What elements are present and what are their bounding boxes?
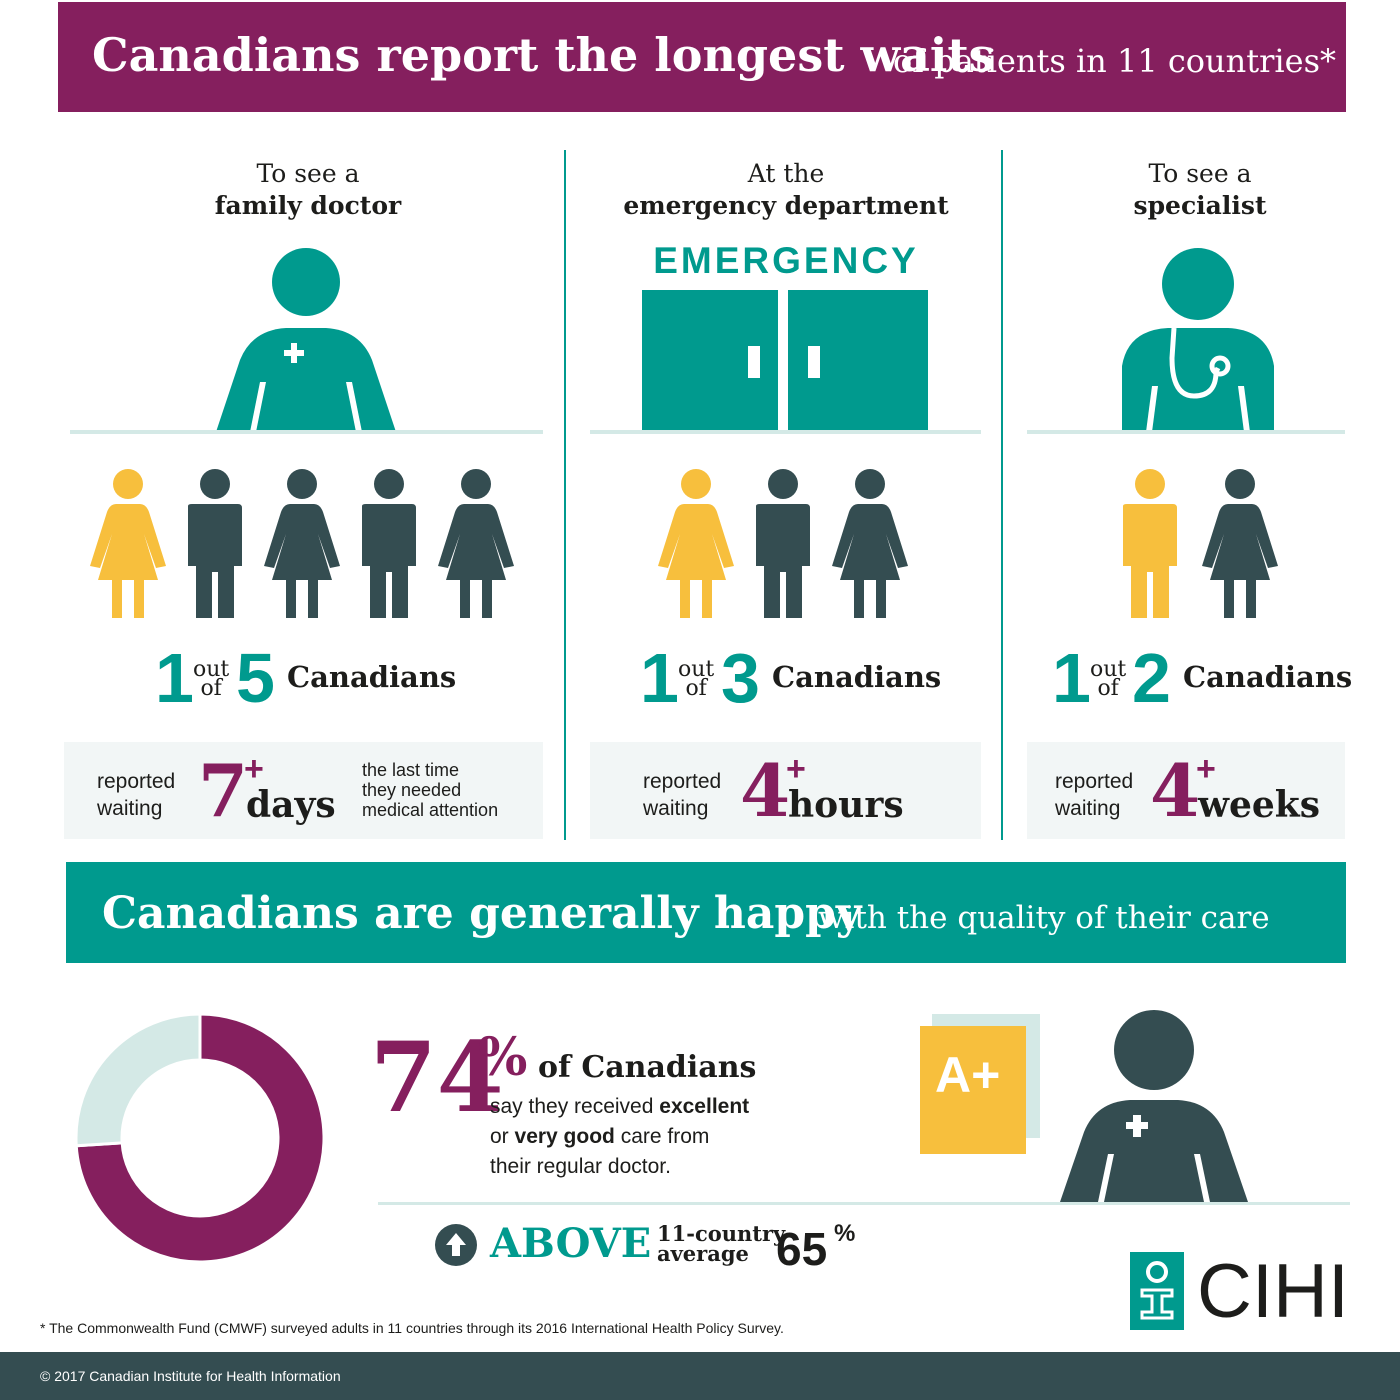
ratio-label: Canadians <box>1183 660 1353 694</box>
header-title: Canadians report the longest waits <box>92 28 995 82</box>
footer-bar <box>0 1352 1400 1400</box>
donut-slice-1 <box>75 1013 202 1148</box>
header-subtitle: of patients in 11 countries* <box>893 42 1336 80</box>
separator-line <box>378 1202 1350 1205</box>
satisfaction-donut-chart <box>75 1013 325 1263</box>
wait-value: 7 <box>198 748 249 833</box>
wait-value: 4 <box>740 748 791 833</box>
separator-line <box>70 430 543 434</box>
ratio-numerator: 1 <box>155 639 194 717</box>
wait-box-specialist <box>1027 742 1345 839</box>
woman-icon <box>656 468 736 618</box>
separator-line <box>1027 430 1345 434</box>
doctor-icon <box>1060 1010 1248 1202</box>
wait-box-emergency <box>590 742 981 839</box>
wait-value: 4 <box>1150 748 1201 833</box>
specialist-icon <box>1122 248 1274 432</box>
satisfaction-percent: 74 <box>370 1021 504 1134</box>
copyright: © 2017 Canadian Institute for Health Inf… <box>40 1368 341 1384</box>
wait-unit: weeks <box>1198 784 1321 826</box>
wait-plus: + <box>244 750 264 788</box>
ratio-numerator: 1 <box>640 639 679 717</box>
column-divider-1 <box>564 150 566 840</box>
woman-icon <box>262 468 342 618</box>
wait-reported-label: reported waiting <box>643 770 722 820</box>
satisfaction-label: of Canadians <box>538 1050 757 1085</box>
wait-note: the last time they needed medical attentio… <box>362 760 499 820</box>
emergency-sign: EMERGENCY <box>653 240 919 281</box>
woman-icon <box>830 468 910 618</box>
cihi-wordmark: CIHI <box>1197 1249 1349 1334</box>
donut-slice-0 <box>75 1013 325 1263</box>
average-value: 65 <box>776 1223 828 1275</box>
header-banner <box>58 2 1346 112</box>
woman-icon <box>1200 468 1280 618</box>
separator-line <box>590 430 981 434</box>
ratio-out-of: out of <box>678 657 715 701</box>
ratio-numerator: 1 <box>1052 639 1091 717</box>
woman-icon <box>436 468 516 618</box>
grade-text: A+ <box>935 1047 1001 1103</box>
man-icon <box>354 468 424 618</box>
man-icon <box>1115 468 1185 618</box>
column-divider-2 <box>1001 150 1003 840</box>
ratio-out-of: out of <box>1090 657 1127 701</box>
woman-icon <box>88 468 168 618</box>
ratio-denominator: 3 <box>721 639 760 717</box>
man-icon <box>748 468 818 618</box>
emergency-doors-icon <box>642 290 928 432</box>
wait-reported-label: reported waiting <box>97 770 176 820</box>
wait-box-family-doctor <box>64 742 543 839</box>
ratio-denominator: 5 <box>236 639 275 717</box>
arrow-up-icon <box>435 1224 477 1266</box>
column-title-family-doctor: To see a family doctor <box>214 159 402 220</box>
section-title: Canadians are generally happy <box>102 888 862 939</box>
ratio-label: Canadians <box>772 660 942 694</box>
wait-plus: + <box>786 750 806 788</box>
average-label: 11-country average <box>657 1221 786 1266</box>
satisfaction-description: say they received excellent or very good… <box>490 1095 750 1178</box>
section-banner <box>66 862 1346 963</box>
wait-unit: days <box>246 784 336 826</box>
column-title-emergency: At the emergency department <box>623 159 949 220</box>
above-label: ABOVE <box>490 1220 652 1267</box>
footnote: * The Commonwealth Fund (CMWF) surveyed … <box>40 1320 784 1336</box>
wait-reported-label: reported waiting <box>1055 770 1134 820</box>
grade-card <box>920 1026 1026 1154</box>
wait-plus: + <box>1196 750 1216 788</box>
column-title-specialist: To see a specialist <box>1133 159 1267 220</box>
ratio-out-of: out of <box>193 657 230 701</box>
cihi-logo <box>1130 1252 1184 1330</box>
wait-unit: hours <box>788 784 904 826</box>
section-subtitle: with the quality of their care <box>818 900 1270 936</box>
satisfaction-percent-sign: % <box>478 1027 528 1088</box>
doctor-icon <box>216 248 396 432</box>
average-percent-sign: % <box>834 1220 856 1247</box>
man-icon <box>180 468 250 618</box>
ratio-label: Canadians <box>287 660 457 694</box>
ratio-denominator: 2 <box>1132 639 1171 717</box>
